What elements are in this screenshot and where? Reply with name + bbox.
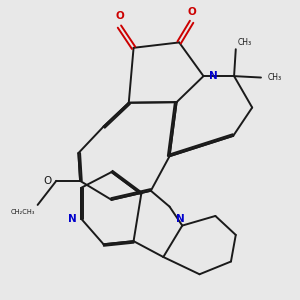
Text: O: O: [43, 176, 51, 186]
Text: N: N: [68, 214, 76, 224]
Text: O: O: [187, 7, 196, 17]
Text: CH₃: CH₃: [267, 73, 281, 82]
Text: N: N: [176, 214, 185, 224]
Text: O: O: [115, 11, 124, 22]
Text: CH₃: CH₃: [237, 38, 251, 47]
Text: CH₂CH₃: CH₂CH₃: [11, 209, 35, 215]
Text: N: N: [208, 71, 217, 81]
